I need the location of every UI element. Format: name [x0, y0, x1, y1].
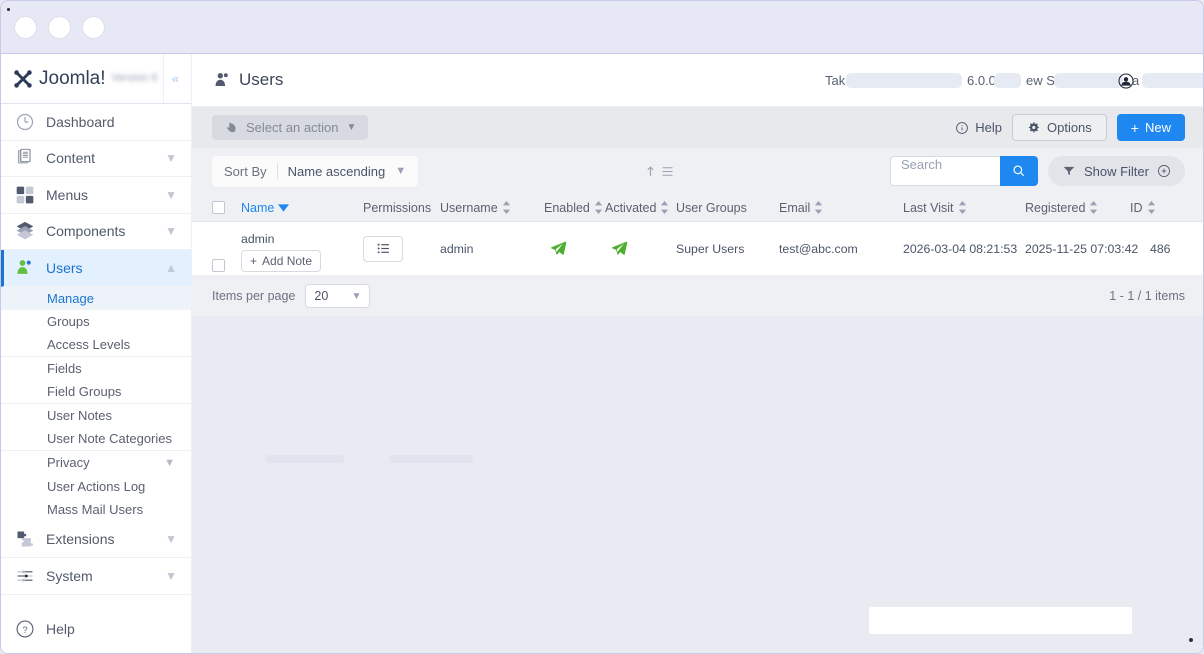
svg-text:?: ?: [22, 625, 27, 635]
